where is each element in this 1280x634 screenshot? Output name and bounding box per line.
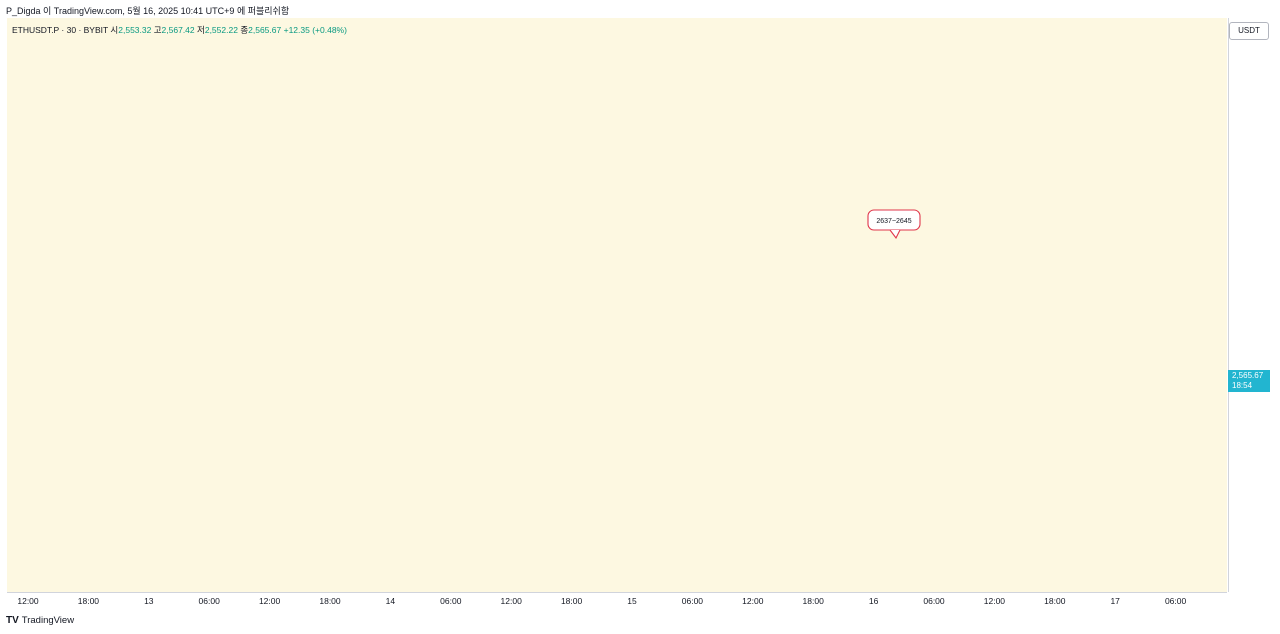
open-label: 시	[110, 25, 119, 35]
time-label: 06:00	[923, 596, 945, 606]
time-label: 12:00	[983, 596, 1006, 606]
time-label: 06:00	[440, 596, 462, 606]
low-label: 저	[197, 25, 205, 35]
high-value: 2,567.42	[161, 25, 195, 35]
time-label: 18:00	[77, 596, 100, 606]
low-value: 2,552.22	[204, 25, 238, 35]
candlestick-chart[interactable]: 10.61802.6181.6182637~2645100	[7, 18, 1227, 592]
time-label: 12:00	[742, 596, 764, 606]
header-bar: P_Digda 이 TradingView.com, 5월 16, 2025 1…	[0, 0, 1280, 18]
open-value: 2,553.32	[118, 25, 152, 35]
time-label: 17	[1110, 596, 1120, 606]
time-label: 06:00	[1164, 596, 1187, 606]
chart-plot-area[interactable]: 10.61802.6181.6182637~2645100	[7, 18, 1227, 592]
time-axis[interactable]	[7, 592, 1227, 610]
time-label: 18:00	[560, 596, 583, 606]
high-label: 고	[153, 25, 162, 35]
close-label: 종	[240, 25, 249, 35]
time-label: 18:00	[802, 596, 824, 606]
symbol-legend: ETHUSDT.P · 30 · BYBIT 시2,553.32 고2,567.…	[12, 24, 347, 36]
time-label: 12:00	[258, 596, 281, 606]
time-label: 12:00	[500, 596, 522, 606]
close-value: 2,565.67	[248, 25, 282, 35]
time-label: 14	[385, 596, 396, 606]
time-label: 16	[868, 596, 879, 606]
time-label: 18:00	[319, 596, 341, 606]
time-label: 12:00	[17, 596, 39, 606]
time-label: 06:00	[198, 596, 220, 606]
price-scale[interactable]	[1228, 18, 1280, 592]
callout-pointer	[889, 229, 901, 240]
callout-text: 2637~2645	[876, 218, 911, 225]
time-label: 06:00	[681, 596, 704, 606]
currency-button[interactable]: USDT	[1229, 22, 1269, 40]
time-label: 13	[144, 596, 154, 606]
current-price-value: 2,565.67	[1232, 371, 1264, 380]
brand-name: TradingView	[21, 615, 75, 626]
current-price-marker: 2,565.67 18:54	[1228, 370, 1270, 392]
time-label: 18:00	[1044, 596, 1066, 606]
bar-countdown: 18:54	[1232, 381, 1253, 390]
symbol-name[interactable]: ETHUSDT.P · 30 · BYBIT	[12, 25, 109, 35]
time-label: 15	[627, 596, 637, 606]
publish-credit: P_Digda 이 TradingView.com, 5월 16, 2025 1…	[6, 6, 290, 16]
tradingview-logo-icon: TV	[6, 615, 19, 626]
change-value: +12.35 (+0.48%)	[283, 25, 347, 35]
footer-brand[interactable]: TV TradingView	[6, 615, 74, 626]
